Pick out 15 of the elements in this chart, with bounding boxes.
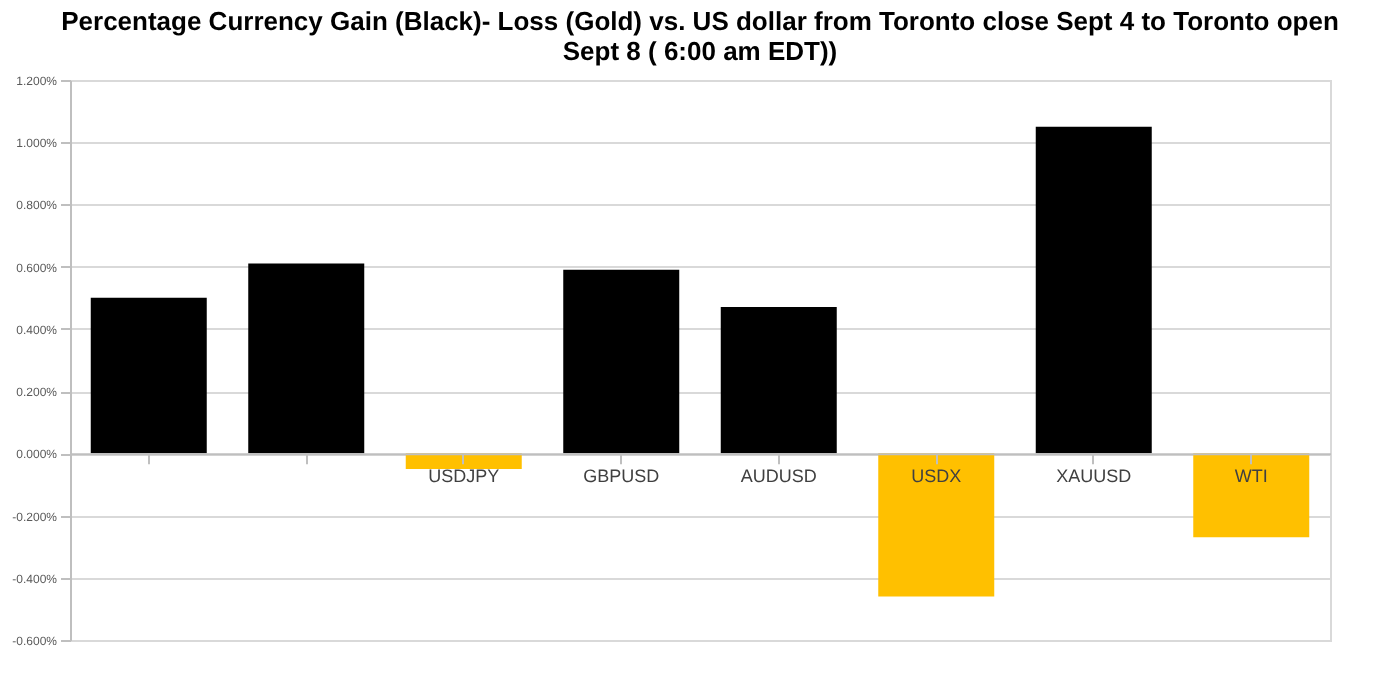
bar — [878, 453, 995, 597]
bar — [563, 269, 680, 454]
bar — [1035, 126, 1152, 454]
x-tick-label: GBPUSD — [583, 466, 661, 487]
x-tick-label: WTI — [1234, 466, 1268, 487]
x-tick-label: USDJPY — [428, 466, 500, 487]
bar — [405, 453, 522, 469]
x-tick-label: XAUUSD — [1056, 466, 1133, 487]
bar — [720, 307, 837, 454]
bar — [248, 263, 365, 454]
x-tick-label: AUDUSD — [740, 466, 818, 487]
bar — [90, 297, 207, 454]
x-tick-label: USDX — [911, 466, 962, 487]
bar — [1193, 453, 1310, 538]
chart-title: Percentage Currency Gain (Black)- Loss (Gold) vs. US dollar from Toronto close Sept 4 to Toronto open Sept 8 ( 6:00 am EDT)) — [61, 6, 1339, 66]
